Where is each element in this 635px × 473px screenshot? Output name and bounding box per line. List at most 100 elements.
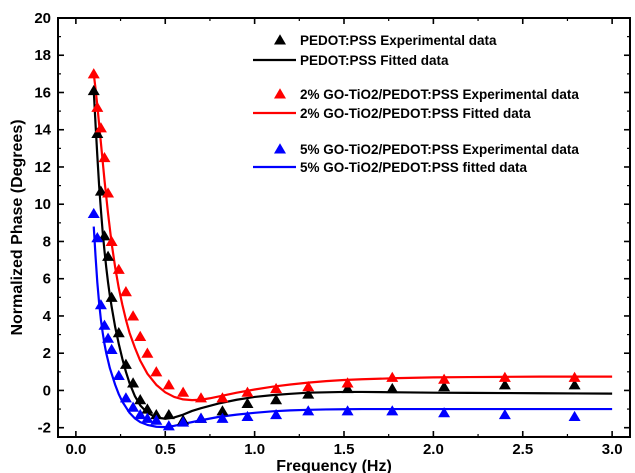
data-point-s2-19 (341, 377, 354, 388)
data-point-s2-12 (162, 379, 175, 390)
data-point-s4-11 (150, 414, 163, 425)
data-point-s2-6 (112, 263, 125, 274)
x-tick-label: 1.5 (334, 441, 355, 458)
data-point-s0-23 (568, 379, 581, 390)
data-point-s2-0 (87, 68, 100, 79)
data-point-s0-10 (141, 403, 154, 414)
data-point-s4-21 (438, 407, 451, 418)
y-tick-label: -2 (38, 420, 51, 437)
y-tick-label: 20 (34, 10, 51, 27)
data-point-s4-5 (105, 343, 118, 354)
data-point-s0-12 (162, 408, 175, 420)
legend-marker-4 (274, 143, 286, 154)
data-point-s2-10 (141, 347, 154, 358)
data-point-s0-1 (91, 127, 104, 138)
data-point-s2-13 (177, 386, 190, 397)
series-line-3 (92, 73, 613, 402)
data-point-s4-13 (177, 416, 190, 427)
y-tick-label: 16 (34, 84, 51, 101)
y-tick-label: 4 (43, 308, 52, 325)
data-point-s4-6 (112, 369, 125, 381)
data-point-s2-7 (119, 286, 132, 297)
y-tick-label: 10 (34, 196, 51, 213)
data-point-s4-9 (134, 408, 147, 420)
data-point-s2-23 (568, 371, 581, 382)
data-point-s2-3 (98, 151, 111, 163)
x-tick-label: 2.0 (423, 441, 444, 458)
data-point-s2-17 (270, 382, 283, 394)
data-point-s4-15 (216, 412, 229, 423)
data-point-s2-8 (127, 310, 140, 321)
data-point-s4-16 (241, 410, 254, 422)
data-point-s0-18 (302, 388, 315, 399)
data-point-s4-8 (127, 401, 140, 412)
data-point-s4-19 (341, 405, 354, 416)
data-point-s0-3 (98, 230, 111, 241)
y-tick-label: 0 (43, 382, 51, 399)
data-point-s4-10 (141, 412, 154, 423)
data-point-s4-4 (102, 332, 115, 343)
legend-marker-2 (274, 88, 286, 99)
data-point-s4-7 (119, 392, 132, 403)
data-point-s4-2 (94, 299, 107, 310)
data-point-s2-15 (216, 392, 229, 403)
data-point-s2-2 (94, 122, 107, 133)
data-point-s4-1 (91, 232, 104, 243)
y-axis-label: Normalized Phase (Degrees) (9, 119, 26, 335)
y-tick-label: 18 (34, 47, 51, 64)
data-point-s2-4 (102, 187, 115, 198)
y-tick-label: 2 (43, 345, 51, 362)
data-point-s0-9 (134, 394, 147, 405)
data-point-s0-20 (386, 382, 399, 394)
data-point-s0-2 (94, 185, 107, 196)
data-point-s0-22 (498, 379, 511, 390)
data-point-s4-0 (87, 207, 100, 219)
x-axis-label: Frequency (Hz) (276, 458, 392, 473)
data-point-s0-8 (127, 377, 140, 388)
data-point-s0-4 (102, 250, 115, 261)
data-point-s2-21 (438, 373, 451, 384)
data-point-s2-1 (91, 101, 104, 112)
data-point-s4-22 (498, 408, 511, 420)
data-point-s0-5 (105, 291, 118, 302)
x-tick-label: 0.0 (65, 441, 86, 458)
data-point-s2-11 (150, 366, 163, 377)
y-tick-label: 14 (34, 122, 51, 139)
data-point-s2-5 (105, 235, 118, 246)
data-point-s0-16 (241, 397, 254, 408)
legend-label-0: PEDOT:PSS Experimental data (300, 33, 497, 48)
data-point-s2-14 (195, 392, 207, 403)
series-line-5 (92, 226, 613, 429)
data-point-s2-16 (241, 386, 254, 397)
legend-label-3: 2% GO-TiO2/PEDOT:PSS Fitted data (300, 106, 531, 121)
x-tick-label: 2.5 (512, 441, 533, 458)
series-line-1 (92, 90, 613, 420)
data-point-s0-0 (87, 84, 100, 96)
legend-marker-0 (274, 34, 286, 45)
x-tick-label: 1.0 (244, 441, 265, 458)
data-point-s0-17 (270, 394, 283, 405)
x-tick-label: 0.5 (155, 441, 176, 458)
y-tick-label: 8 (43, 233, 51, 250)
data-point-s4-14 (195, 412, 207, 423)
legend-label-5: 5% GO-TiO2/PEDOT:PSS fitted data (300, 160, 528, 175)
data-point-s0-15 (216, 405, 229, 416)
data-point-s2-18 (302, 381, 315, 392)
data-point-s2-20 (386, 371, 399, 382)
legend-label-2: 2% GO-TiO2/PEDOT:PSS Experimental data (300, 87, 579, 102)
data-point-s2-9 (134, 330, 147, 341)
data-point-s0-6 (112, 327, 125, 338)
data-point-s4-18 (302, 405, 315, 416)
legend-label-1: PEDOT:PSS Fitted data (300, 53, 449, 68)
x-tick-label: 3.0 (602, 441, 623, 458)
data-point-s2-22 (498, 371, 511, 382)
data-point-s0-21 (438, 381, 451, 392)
y-tick-label: 12 (34, 159, 51, 176)
data-point-s0-19 (341, 382, 354, 394)
data-point-s4-20 (386, 405, 399, 416)
data-point-s4-12 (162, 420, 175, 431)
legend-label-4: 5% GO-TiO2/PEDOT:PSS Experimental data (300, 142, 579, 157)
y-tick-label: 6 (43, 271, 51, 288)
data-point-s0-11 (150, 408, 163, 420)
